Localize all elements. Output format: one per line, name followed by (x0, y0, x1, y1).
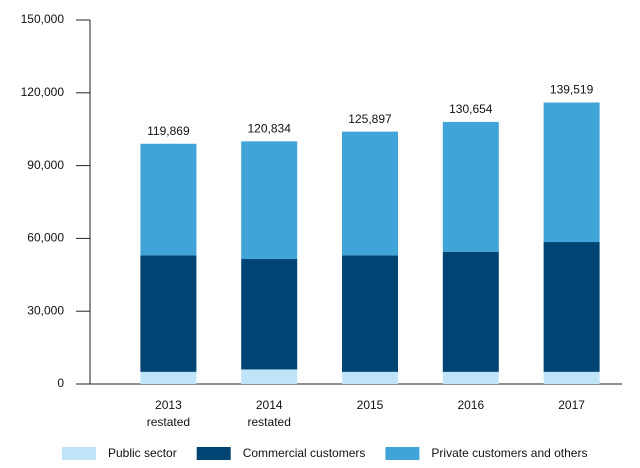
total-label: 125,897 (348, 112, 392, 126)
legend-label: Private customers and others (431, 446, 587, 460)
bar-segment (543, 102, 600, 243)
total-label: 119,869 (147, 124, 190, 138)
legend-swatch (196, 447, 231, 460)
bar-segment (140, 371, 197, 384)
x-tick-label: 2013 restated (147, 398, 190, 429)
bar-segment (342, 371, 398, 384)
x-tick-label: 2014 restated (248, 398, 291, 429)
x-tick-label: 2015 (357, 398, 384, 412)
x-tick-label: 2017 (558, 398, 585, 412)
bar-segment (442, 371, 499, 384)
bar-segment (342, 255, 398, 372)
x-tick-line: 2014 (256, 398, 283, 412)
bar-segment (442, 121, 499, 252)
legend-swatch (62, 447, 96, 460)
y-tick-label: 60,000 (27, 231, 64, 245)
y-tick-label: 30,000 (27, 303, 64, 317)
x-tick-line: restated (147, 415, 190, 429)
x-tick-line: 2016 (457, 398, 484, 412)
total-label: 120,834 (248, 122, 292, 136)
x-tick-line: 2015 (357, 398, 384, 412)
bar-segment (241, 141, 298, 260)
x-tick-line: restated (248, 415, 291, 429)
legend-swatch (385, 447, 420, 460)
bar-segment (543, 242, 600, 372)
bar-segment (241, 369, 298, 384)
y-tick-label: 0 (57, 376, 64, 390)
bar-segment (241, 259, 298, 370)
bar-segment (140, 143, 197, 256)
total-label: 130,654 (449, 102, 493, 116)
bar-segment (442, 251, 499, 372)
x-tick-line: 2013 (155, 398, 182, 412)
bar-segment (543, 371, 600, 384)
total-label: 139,519 (550, 83, 594, 97)
x-tick-line: 2017 (558, 398, 585, 412)
y-tick-label: 150,000 (21, 12, 65, 26)
bar-segment (342, 131, 398, 256)
y-tick-label: 90,000 (27, 158, 64, 172)
x-tick-label: 2016 (457, 398, 484, 412)
y-tick-label: 120,000 (21, 85, 65, 99)
legend-label: Commercial customers (243, 446, 366, 460)
legend-label: Public sector (108, 446, 177, 460)
bar-segment (140, 255, 197, 372)
